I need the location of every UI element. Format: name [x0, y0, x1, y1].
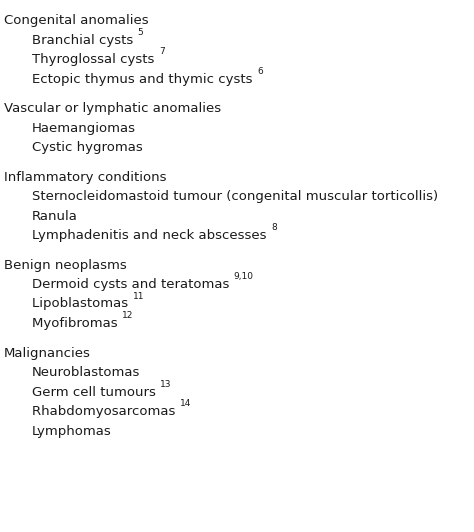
Text: 5: 5 — [138, 28, 144, 37]
Text: 11: 11 — [133, 292, 144, 301]
Text: Thyroglossal cysts: Thyroglossal cysts — [32, 53, 159, 66]
Text: Cystic hygromas: Cystic hygromas — [32, 141, 143, 154]
Text: 12: 12 — [122, 311, 134, 320]
Text: Lymphomas: Lymphomas — [32, 425, 112, 437]
Text: Lymphadenitis and neck abscesses: Lymphadenitis and neck abscesses — [32, 229, 271, 242]
Text: Rhabdomyosarcomas: Rhabdomyosarcomas — [32, 405, 180, 418]
Text: 14: 14 — [180, 399, 191, 408]
Text: Haemangiomas: Haemangiomas — [32, 121, 136, 135]
Text: Germ cell tumours: Germ cell tumours — [32, 386, 160, 398]
Text: Ranula: Ranula — [32, 210, 78, 222]
Text: Branchial cysts: Branchial cysts — [32, 34, 138, 46]
Text: 7: 7 — [159, 47, 164, 56]
Text: Congenital anomalies: Congenital anomalies — [4, 14, 148, 27]
Text: Ectopic thymus and thymic cysts: Ectopic thymus and thymic cysts — [32, 72, 257, 86]
Text: Lipoblastomas: Lipoblastomas — [32, 297, 133, 311]
Text: Vascular or lymphatic anomalies: Vascular or lymphatic anomalies — [4, 102, 221, 115]
Text: Myofibromas: Myofibromas — [32, 317, 122, 330]
Text: 13: 13 — [160, 379, 172, 388]
Text: Dermoid cysts and teratomas: Dermoid cysts and teratomas — [32, 278, 234, 291]
Text: Sternocleidomastoid tumour (congenital muscular torticollis): Sternocleidomastoid tumour (congenital m… — [32, 190, 438, 203]
Text: Neuroblastomas: Neuroblastomas — [32, 366, 141, 379]
Text: Inflammatory conditions: Inflammatory conditions — [4, 170, 166, 184]
Text: 6: 6 — [257, 66, 263, 76]
Text: Benign neoplasms: Benign neoplasms — [4, 259, 127, 271]
Text: Malignancies: Malignancies — [4, 346, 91, 360]
Text: 9,10: 9,10 — [234, 272, 254, 281]
Text: 8: 8 — [271, 223, 277, 232]
